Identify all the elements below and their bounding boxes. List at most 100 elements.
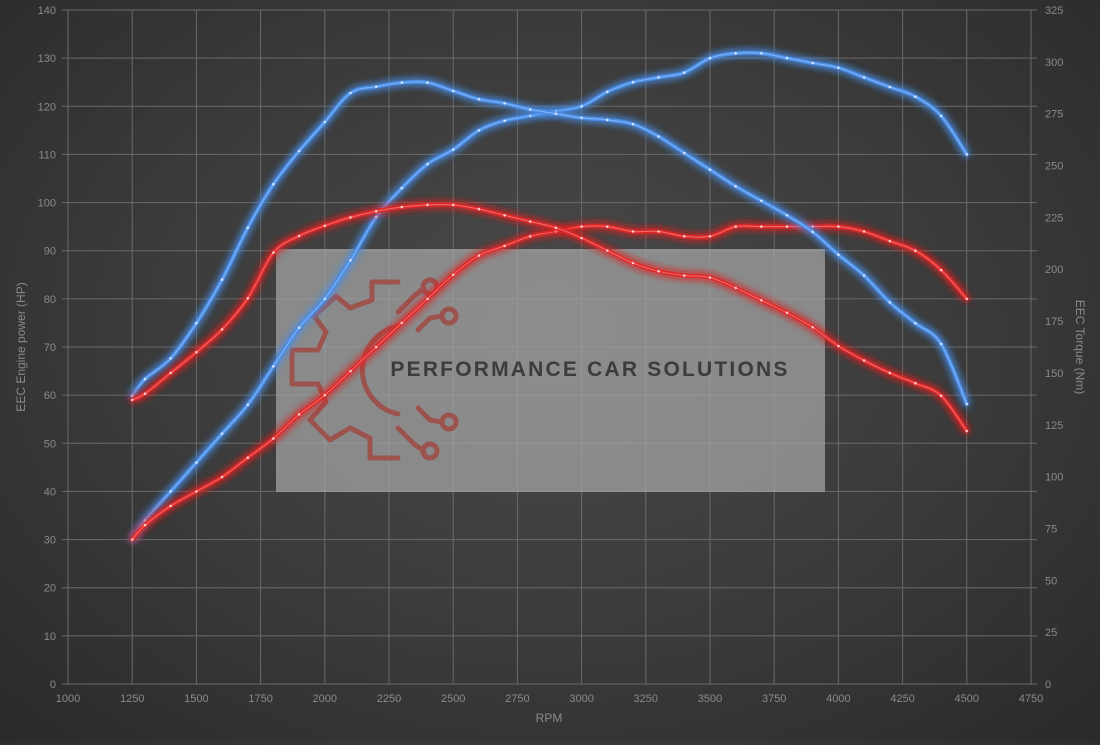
data-point <box>220 475 224 479</box>
x-tick-label: 2000 <box>313 693 337 705</box>
x-tick-label: 4750 <box>1019 693 1043 705</box>
y-right-tick-label: 300 <box>1045 57 1063 69</box>
data-point <box>734 225 737 228</box>
x-tick-label: 4500 <box>955 693 979 705</box>
watermark-text: PERFORMANCE CAR SOLUTIONS <box>390 358 789 381</box>
x-tick-label: 4250 <box>890 693 914 705</box>
data-point <box>323 120 327 124</box>
x-tick-label: 2250 <box>377 693 401 705</box>
y-left-tick-label: 10 <box>44 631 56 643</box>
data-point <box>811 326 814 329</box>
data-point <box>400 321 404 325</box>
y-left-tick-label: 60 <box>44 390 56 402</box>
data-point <box>272 365 275 368</box>
data-point <box>888 85 892 89</box>
data-point <box>451 203 455 207</box>
data-point <box>708 235 712 238</box>
data-point <box>195 490 198 493</box>
data-point <box>554 230 558 233</box>
data-point <box>580 116 583 120</box>
series-line-4 <box>130 202 969 433</box>
data-point <box>708 168 712 171</box>
data-point <box>400 81 404 84</box>
data-point <box>606 118 609 122</box>
x-tick-label: 3250 <box>634 693 658 705</box>
x-tick-label: 4000 <box>826 693 850 705</box>
data-point <box>580 225 583 228</box>
data-point <box>130 538 134 541</box>
data-point <box>862 359 866 362</box>
y-right-tick-label: 50 <box>1045 575 1057 587</box>
data-point <box>708 56 712 60</box>
x-tick-label: 1750 <box>248 693 272 705</box>
x-tick-label: 3750 <box>762 693 786 705</box>
data-point <box>939 394 943 398</box>
data-point <box>554 112 558 115</box>
data-point <box>323 224 327 227</box>
data-point <box>965 402 969 406</box>
data-point <box>657 270 660 273</box>
data-point <box>760 225 763 228</box>
data-point <box>965 429 969 433</box>
data-point <box>503 214 506 217</box>
x-tick-label: 1000 <box>56 693 80 705</box>
data-point <box>734 185 737 188</box>
data-point <box>862 274 866 277</box>
y-right-tick-label: 250 <box>1045 161 1063 173</box>
data-point <box>888 239 892 243</box>
series-line-3 <box>130 79 969 406</box>
data-point <box>631 230 635 233</box>
y-right-tick-label: 175 <box>1045 316 1063 328</box>
data-point <box>272 437 275 440</box>
data-point <box>503 102 506 105</box>
y-axis-left-title: EEC Engine power (HP) <box>14 282 28 411</box>
data-point <box>220 432 224 436</box>
data-point <box>837 253 840 256</box>
data-point <box>143 519 147 522</box>
data-point <box>760 52 763 55</box>
y-left-tick-label: 50 <box>44 438 56 450</box>
data-point <box>374 345 378 349</box>
data-point <box>349 369 352 373</box>
data-point <box>939 342 943 346</box>
data-point <box>837 344 840 348</box>
data-point <box>169 357 172 360</box>
y-right-tick-label: 125 <box>1045 420 1063 432</box>
gear-circuit-logo-icon <box>289 277 459 461</box>
data-point <box>914 382 917 385</box>
data-point <box>451 273 455 277</box>
data-point <box>130 398 134 402</box>
data-point <box>657 76 660 79</box>
y-left-tick-label: 90 <box>44 246 56 258</box>
data-point <box>785 311 789 315</box>
data-point <box>683 71 686 74</box>
data-point <box>349 259 352 262</box>
data-point <box>246 403 250 407</box>
series-line-core-4 <box>131 204 968 432</box>
data-point <box>683 274 686 277</box>
data-point <box>914 321 917 325</box>
data-point <box>195 461 198 464</box>
y-left-tick-label: 20 <box>44 583 56 595</box>
y-right-tick-label: 25 <box>1045 627 1057 639</box>
data-point <box>297 326 301 330</box>
x-axis-title: RPM <box>536 711 563 725</box>
data-point <box>528 114 532 118</box>
data-point <box>965 297 969 301</box>
data-point <box>477 97 481 101</box>
data-point <box>862 76 866 79</box>
data-point <box>965 153 969 156</box>
y-left-tick-label: 80 <box>44 294 56 306</box>
data-point <box>477 129 481 132</box>
y-right-tick-label: 100 <box>1045 472 1063 484</box>
data-point <box>734 52 737 55</box>
data-point <box>785 214 789 217</box>
data-point <box>760 299 763 302</box>
data-point <box>400 205 404 209</box>
data-point <box>528 108 532 111</box>
data-point <box>195 321 198 325</box>
data-point <box>297 149 301 153</box>
data-point <box>169 504 172 508</box>
data-point <box>169 371 172 375</box>
